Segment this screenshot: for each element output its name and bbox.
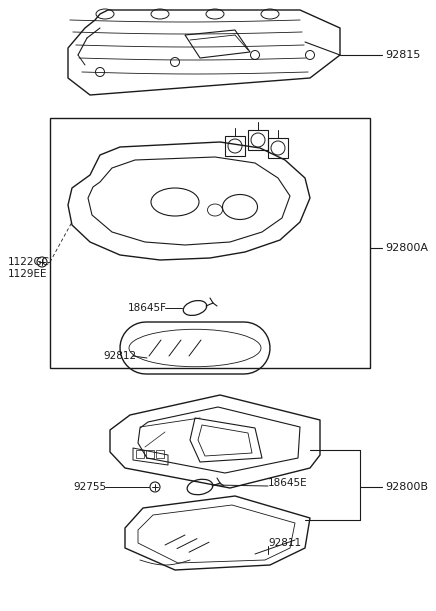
Text: 1129EE: 1129EE — [8, 269, 48, 279]
Text: 18645E: 18645E — [268, 478, 308, 488]
Text: 92815: 92815 — [385, 50, 420, 60]
Text: 92755: 92755 — [73, 482, 106, 492]
Text: 1122GC: 1122GC — [8, 257, 50, 267]
Bar — [50, 118, 370, 368]
Text: 92812: 92812 — [103, 351, 136, 361]
Text: 18645F: 18645F — [128, 303, 167, 313]
Text: 92800B: 92800B — [385, 482, 428, 492]
Text: 92800A: 92800A — [385, 243, 428, 253]
Bar — [248, 130, 268, 150]
Bar — [225, 136, 245, 156]
Text: 92811: 92811 — [268, 538, 301, 548]
Bar — [268, 138, 288, 158]
Bar — [146, 450, 154, 458]
Bar — [156, 450, 164, 458]
Bar — [136, 450, 144, 458]
